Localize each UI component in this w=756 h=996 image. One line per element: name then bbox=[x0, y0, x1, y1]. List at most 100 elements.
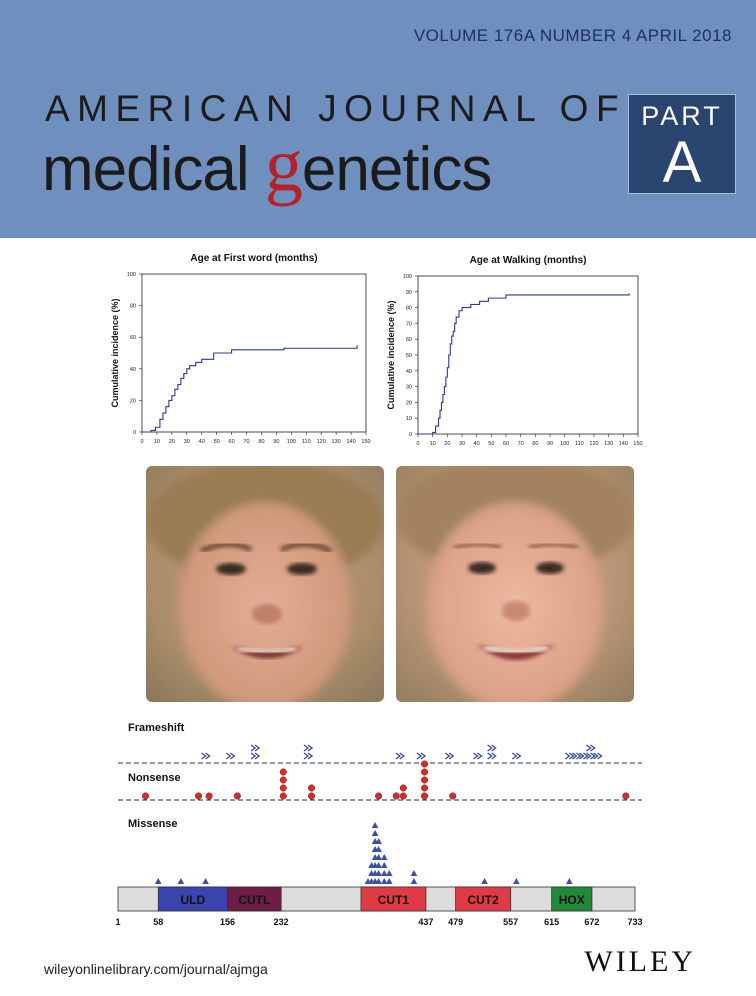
frameshift-marker bbox=[416, 752, 427, 760]
missense-marker bbox=[385, 878, 393, 884]
domain-cut1 bbox=[360, 886, 427, 912]
nonsense-marker bbox=[399, 784, 407, 792]
frameshift-marker bbox=[586, 744, 596, 752]
nonsense-marker bbox=[399, 792, 407, 800]
title-g-logo: g bbox=[264, 123, 303, 207]
y-tick-label: 80 bbox=[130, 304, 136, 310]
x-tick-label: 30 bbox=[184, 439, 190, 445]
chart-title: Age at First word (months) bbox=[190, 253, 317, 264]
position-label: 58 bbox=[153, 917, 163, 927]
x-tick-label: 100 bbox=[287, 439, 296, 445]
y-tick-label: 50 bbox=[406, 353, 412, 359]
journal-title-line2: medical genetics bbox=[42, 122, 492, 209]
journal-banner: VOLUME 176A NUMBER 4 APRIL 2018 AMERICAN… bbox=[0, 0, 756, 238]
frameshift-marker bbox=[579, 752, 589, 760]
journal-url[interactable]: wileyonlinelibrary.com/journal/ajmga bbox=[44, 961, 268, 977]
missense-marker bbox=[380, 878, 388, 884]
y-tick-label: 30 bbox=[406, 385, 412, 391]
domain-label: CUT2 bbox=[467, 893, 499, 907]
nonsense-marker bbox=[279, 768, 287, 776]
domain-label: CUT1 bbox=[378, 893, 410, 907]
series-line bbox=[142, 345, 358, 433]
frameshift-marker bbox=[250, 744, 261, 752]
frameshift-marker bbox=[586, 752, 596, 760]
missense-marker bbox=[380, 854, 388, 860]
y-tick-label: 40 bbox=[130, 367, 136, 373]
x-tick-label: 0 bbox=[140, 439, 143, 445]
frameshift-marker bbox=[225, 752, 236, 760]
nonsense-marker bbox=[233, 792, 241, 800]
missense-marker bbox=[385, 870, 393, 876]
position-label: 1 bbox=[115, 917, 120, 927]
nonsense-marker bbox=[449, 792, 457, 800]
missense-marker bbox=[375, 846, 382, 852]
x-tick-label: 20 bbox=[444, 441, 450, 447]
x-tick-label: 80 bbox=[258, 439, 264, 445]
position-label: 672 bbox=[584, 917, 599, 927]
frameshift-marker bbox=[593, 752, 603, 760]
composite-face-left bbox=[146, 466, 384, 702]
x-tick-label: 40 bbox=[474, 441, 480, 447]
x-tick-label: 150 bbox=[633, 441, 642, 447]
series-line bbox=[418, 293, 630, 435]
publisher-logo: WILEY bbox=[584, 945, 696, 978]
nonsense-marker bbox=[279, 792, 287, 800]
chart-first-word-svg: Age at First word (months) Cumulative inc… bbox=[110, 253, 371, 445]
mutation-diagram: Frameshift Nonsense Missense ULD CUTL CUT1 CUT… bbox=[100, 712, 660, 942]
title-enetics: enetics bbox=[301, 135, 492, 204]
frameshift-marker bbox=[444, 752, 455, 760]
frameshift-marker bbox=[303, 752, 314, 760]
frameshift-marker bbox=[571, 752, 582, 760]
nonsense-marker bbox=[375, 792, 383, 800]
x-tick-label: 140 bbox=[346, 439, 355, 445]
x-tick-label: 150 bbox=[361, 439, 370, 445]
x-tick-label: 70 bbox=[243, 439, 249, 445]
nonsense-marker bbox=[420, 768, 429, 776]
y-tick-label: 40 bbox=[406, 369, 412, 375]
chart-frame bbox=[141, 273, 367, 433]
x-tick-label: 50 bbox=[488, 441, 494, 447]
x-tick-label: 30 bbox=[459, 441, 465, 447]
position-label: 232 bbox=[274, 917, 289, 927]
x-tick-label: 90 bbox=[273, 439, 279, 445]
x-tick-label: 70 bbox=[518, 441, 524, 447]
part-badge: PART A bbox=[628, 94, 736, 195]
y-tick-label: 60 bbox=[130, 335, 136, 341]
part-letter: A bbox=[662, 130, 702, 195]
y-tick-label: 60 bbox=[406, 337, 412, 343]
x-tick-label: 100 bbox=[560, 441, 569, 447]
missense-marker bbox=[375, 878, 382, 884]
mutation-diagram-svg: Frameshift Nonsense Missense ULD CUTL CUT1 CUT… bbox=[115, 722, 642, 927]
x-tick-label: 120 bbox=[589, 441, 598, 447]
missense-marker bbox=[380, 870, 388, 876]
frameshift-marker bbox=[487, 752, 497, 760]
domain-cut2 bbox=[455, 886, 512, 912]
position-label: 733 bbox=[627, 917, 642, 927]
journal-title-line1: AMERICAN JOURNAL OF bbox=[45, 88, 627, 129]
nonsense-marker bbox=[194, 792, 203, 800]
missense-marker bbox=[371, 822, 379, 828]
y-tick-label: 20 bbox=[406, 400, 412, 406]
y-tick-label: 0 bbox=[133, 430, 136, 436]
missense-marker bbox=[410, 870, 418, 876]
y-tick-label: 90 bbox=[406, 290, 412, 296]
frameshift-marker bbox=[303, 744, 314, 752]
frameshift-marker bbox=[473, 752, 483, 760]
nonsense-marker bbox=[420, 792, 429, 800]
x-tick-label: 110 bbox=[302, 439, 311, 445]
composite-face-right bbox=[396, 466, 634, 702]
domain-label: CUTL bbox=[238, 893, 270, 907]
y-tick-label: 100 bbox=[127, 272, 136, 278]
chart-ylabel: Cumulative incidence (%) bbox=[386, 300, 396, 409]
x-tick-label: 10 bbox=[154, 439, 160, 445]
domain-label: HOX bbox=[559, 893, 585, 907]
label-missense: Missense bbox=[128, 818, 178, 830]
missense-marker bbox=[375, 854, 382, 860]
nonsense-marker bbox=[307, 792, 316, 800]
missense-marker bbox=[375, 838, 382, 844]
face-image-left bbox=[146, 466, 384, 702]
label-frameshift: Frameshift bbox=[128, 722, 185, 734]
domain-cutl bbox=[227, 886, 282, 912]
position-label: 437 bbox=[418, 917, 433, 927]
y-tick-label: 20 bbox=[130, 398, 136, 404]
